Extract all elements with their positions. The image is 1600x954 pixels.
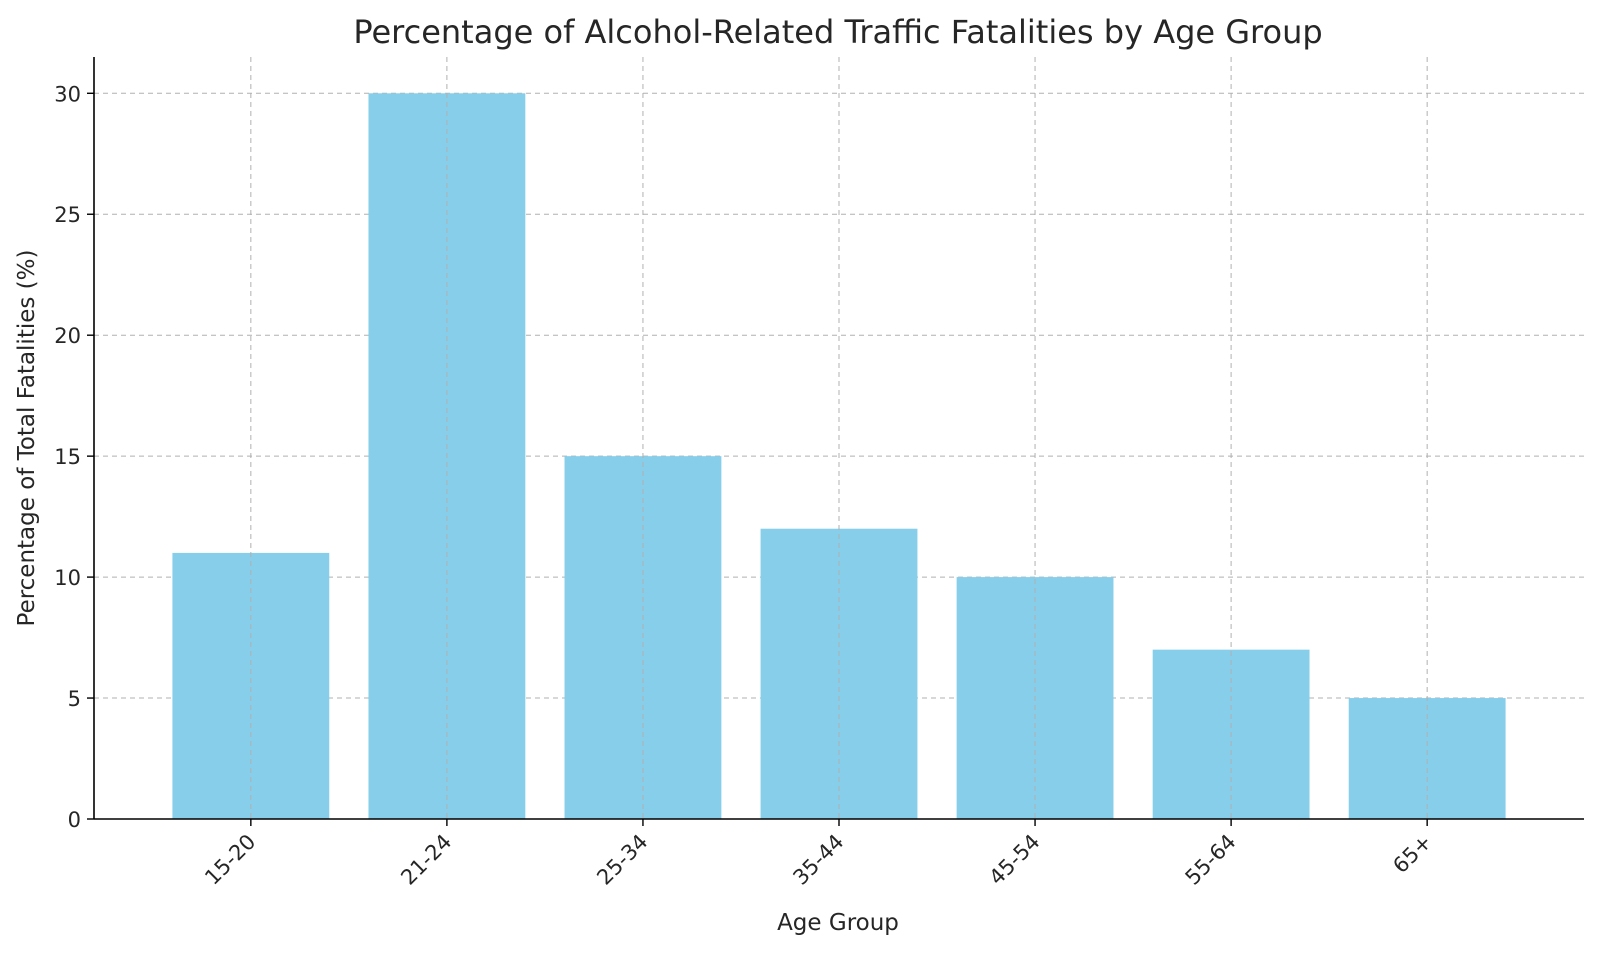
y-tick-label: 10 xyxy=(54,566,81,590)
x-tick-label: 35-44 xyxy=(788,830,848,890)
x-tick-label: 21-24 xyxy=(396,830,456,890)
x-tick-label: 15-20 xyxy=(200,830,260,890)
y-tick-label: 5 xyxy=(68,687,81,711)
y-tick-label: 25 xyxy=(54,203,81,227)
vertical-grid xyxy=(250,57,1428,819)
x-tick-label: 25-34 xyxy=(592,830,652,890)
x-tick-label: 45-54 xyxy=(984,830,1044,890)
chart-title: Percentage of Alcohol-Related Traffic Fa… xyxy=(353,13,1322,51)
x-axis-label: Age Group xyxy=(777,910,899,936)
y-ticks: 0 5 10 15 20 25 30 xyxy=(54,82,94,832)
x-ticks: 15-20 21-24 25-34 35-44 45-54 55-64 65+ xyxy=(200,819,1437,890)
y-axis-label: Percentage of Total Fatalities (%) xyxy=(14,250,40,627)
x-tick-label: 65+ xyxy=(1388,830,1436,878)
y-tick-label: 20 xyxy=(54,324,81,348)
y-tick-label: 30 xyxy=(54,82,81,106)
y-tick-label: 15 xyxy=(54,445,81,469)
x-tick-label: 55-64 xyxy=(1181,830,1241,890)
y-tick-label: 0 xyxy=(68,808,81,832)
